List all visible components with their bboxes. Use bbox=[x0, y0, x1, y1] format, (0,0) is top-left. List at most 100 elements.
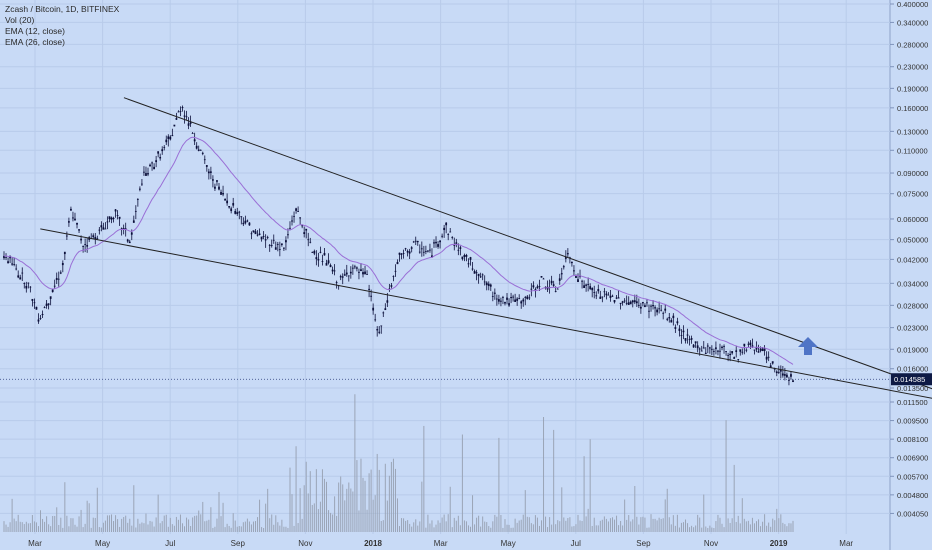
candle-body bbox=[690, 338, 693, 340]
candle-body bbox=[418, 251, 421, 253]
x-tick-label: Nov bbox=[298, 539, 312, 548]
candle-body bbox=[650, 305, 652, 307]
candle-body bbox=[437, 244, 439, 247]
candle-body bbox=[76, 222, 78, 225]
candle-body bbox=[544, 286, 547, 288]
candle-body bbox=[445, 222, 448, 226]
candle-body bbox=[394, 270, 397, 272]
candle-body bbox=[347, 275, 350, 277]
candle-body bbox=[514, 299, 517, 302]
candle-body bbox=[678, 328, 681, 331]
candle-body bbox=[524, 297, 527, 298]
candle-body bbox=[575, 275, 577, 278]
candle-body bbox=[741, 351, 744, 353]
x-tick-label: Jul bbox=[571, 539, 581, 548]
candle-body bbox=[323, 252, 326, 256]
candle-body bbox=[581, 280, 583, 282]
candle-body bbox=[283, 247, 285, 249]
candle-body bbox=[410, 247, 413, 249]
candle-body bbox=[526, 296, 529, 300]
candle-body bbox=[664, 308, 667, 311]
candle-body bbox=[601, 296, 604, 298]
candle-body bbox=[353, 266, 356, 268]
lower-trendline bbox=[40, 228, 932, 399]
candle-body bbox=[102, 227, 105, 230]
candle-body bbox=[266, 237, 269, 239]
candle-body bbox=[786, 374, 788, 378]
candle-body bbox=[153, 166, 155, 170]
candle-body bbox=[571, 261, 573, 264]
candle-body bbox=[372, 307, 375, 311]
candle-body bbox=[465, 255, 468, 257]
candle-body bbox=[193, 139, 196, 142]
candle-body bbox=[712, 351, 715, 352]
candle-body bbox=[297, 211, 300, 212]
candle-body bbox=[360, 269, 362, 272]
candle-body bbox=[493, 292, 496, 294]
candle-body bbox=[252, 230, 255, 233]
candle-body bbox=[680, 335, 683, 336]
price-tick-label: 0.160000 bbox=[897, 104, 928, 113]
candle-body bbox=[74, 218, 76, 221]
candle-body bbox=[483, 281, 486, 283]
candle-body bbox=[532, 285, 535, 288]
candle-body bbox=[37, 319, 40, 322]
price-tick-label: 0.016000 bbox=[897, 365, 928, 374]
candle-body bbox=[475, 272, 478, 274]
candle-body bbox=[455, 242, 458, 245]
price-tick-label: 0.400000 bbox=[897, 0, 928, 9]
candle-body bbox=[197, 149, 200, 151]
x-tick-label: Jul bbox=[165, 539, 175, 548]
candle-body bbox=[757, 351, 760, 353]
candle-body bbox=[400, 253, 403, 255]
candle-body bbox=[627, 302, 630, 305]
candle-body bbox=[120, 228, 123, 230]
candle-body bbox=[495, 298, 498, 300]
candle-body bbox=[508, 303, 510, 306]
candle-body bbox=[666, 318, 669, 320]
candle-body bbox=[313, 250, 316, 254]
candle-body bbox=[715, 347, 717, 349]
candle-body bbox=[777, 371, 780, 373]
candle-body bbox=[218, 186, 220, 190]
candle-body bbox=[356, 267, 358, 269]
candle-body bbox=[110, 217, 113, 220]
x-tick-label: Nov bbox=[704, 539, 718, 548]
candle-body bbox=[272, 239, 275, 241]
candle-body bbox=[739, 349, 742, 352]
price-tick-label: 0.230000 bbox=[897, 63, 928, 72]
price-tick-label: 0.034000 bbox=[897, 279, 928, 288]
candle-body bbox=[424, 251, 427, 252]
candle-body bbox=[771, 361, 774, 364]
candle-body bbox=[605, 293, 608, 296]
candle-body bbox=[240, 216, 243, 218]
price-tick-label: 0.028000 bbox=[897, 301, 928, 310]
candle-body bbox=[106, 221, 109, 223]
candle-body bbox=[398, 252, 401, 255]
candle-body bbox=[293, 215, 295, 217]
price-tick-label: 0.060000 bbox=[897, 215, 928, 224]
candle-body bbox=[788, 380, 790, 381]
candle-body bbox=[151, 162, 153, 164]
candle-body bbox=[382, 312, 385, 314]
candle-body bbox=[473, 271, 476, 274]
candle-body bbox=[773, 368, 776, 370]
candle-body bbox=[412, 241, 415, 243]
candle-body bbox=[433, 242, 435, 244]
candle-body bbox=[21, 272, 24, 274]
candle-body bbox=[195, 145, 198, 149]
candle-body bbox=[648, 310, 650, 312]
price-tick-label: 0.019000 bbox=[897, 345, 928, 354]
candle-body bbox=[311, 251, 314, 253]
candle-body bbox=[528, 297, 531, 299]
candle-body bbox=[422, 251, 425, 253]
candle-body bbox=[656, 309, 659, 313]
price-tick-label: 0.075000 bbox=[897, 190, 928, 199]
price-tick-label: 0.013500 bbox=[897, 384, 928, 393]
candle-body bbox=[86, 245, 89, 247]
candle-body bbox=[700, 350, 703, 352]
candle-body bbox=[623, 300, 626, 302]
candle-body bbox=[660, 309, 663, 311]
candle-body bbox=[589, 286, 592, 290]
